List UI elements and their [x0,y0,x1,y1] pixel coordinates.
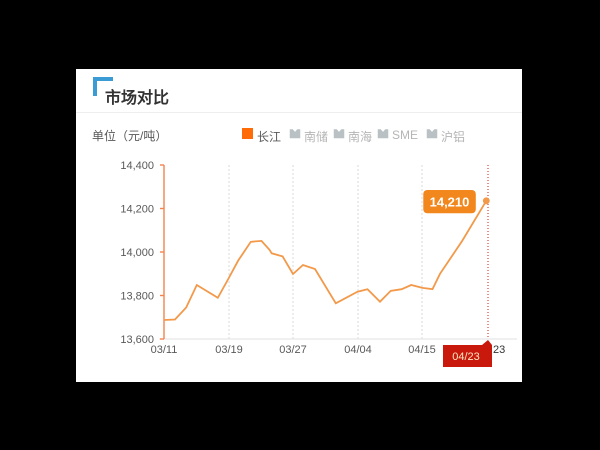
svg-text:13,600: 13,600 [120,334,154,346]
svg-text:14,000: 14,000 [120,247,154,259]
svg-text:14,200: 14,200 [120,204,154,216]
svg-text:04/23: 04/23 [452,351,480,363]
svg-text:23: 23 [493,344,505,356]
svg-text:14,400: 14,400 [120,160,154,172]
svg-text:03/19: 03/19 [215,344,243,356]
svg-text:03/11: 03/11 [151,344,178,356]
svg-text:04/15: 04/15 [408,344,436,356]
svg-text:04/04: 04/04 [344,344,372,356]
svg-text:14,210: 14,210 [430,195,470,210]
svg-text:03/27: 03/27 [279,344,307,356]
svg-text:13,800: 13,800 [120,291,154,303]
